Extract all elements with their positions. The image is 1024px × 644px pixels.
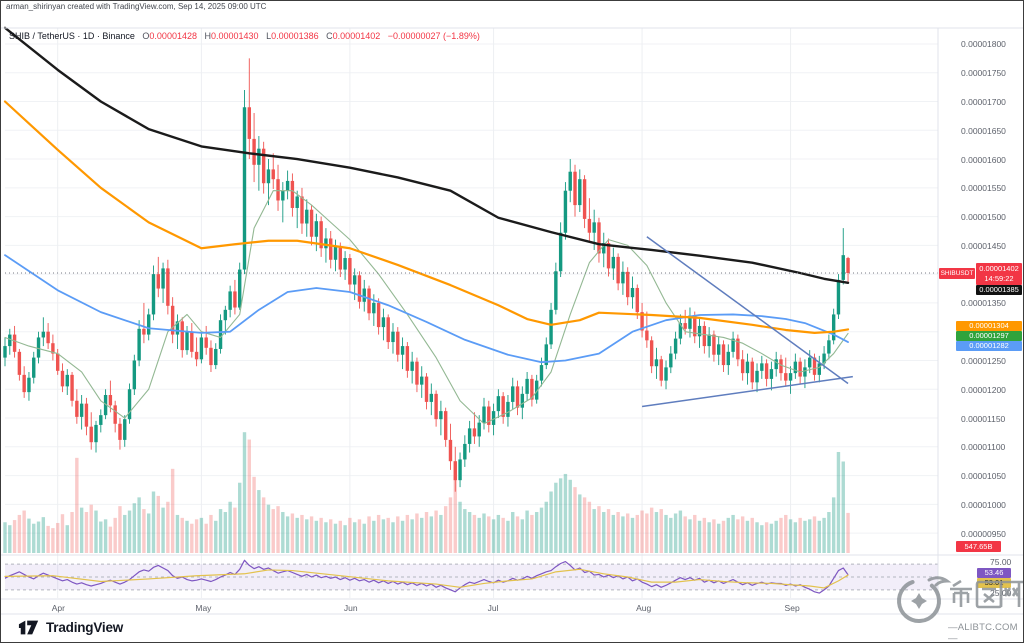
price-axis-tick: 0.00001100 [961, 442, 1006, 453]
price-axis-tick: 0.00001750 [961, 68, 1006, 79]
price-axis-tick: 0.00001550 [961, 183, 1006, 194]
tradingview-logo-text: TradingView [46, 620, 124, 635]
low-value: 0.00001386 [271, 31, 319, 41]
time-axis-month-label: May [195, 603, 212, 613]
watermark-domain-text: —ALIBTC.COM— [948, 622, 1018, 644]
trendlines[interactable] [641, 236, 853, 408]
ma-orange-value-badge: 0.00001304 [956, 321, 1022, 331]
rsi-pane [4, 559, 938, 594]
tradingview-logo-icon [18, 620, 39, 635]
time-axis-month-label: Jul [487, 603, 499, 613]
price-axis-tick: 0.00000950 [961, 528, 1006, 539]
cjk-glyph-wang [999, 580, 1023, 607]
ma-blue-value-badge: 0.00001282 [956, 341, 1022, 351]
volume-bars [3, 432, 850, 553]
price-axis-tick: 0.00001600 [961, 154, 1006, 165]
price-axis-tick: 0.00001000 [961, 499, 1006, 510]
ma-green-value-badge: 0.00001297 [956, 331, 1022, 341]
time-axis-month-label: Sep [784, 603, 800, 613]
change-value: −0.00000027 (−1.89%) [387, 31, 480, 41]
time-axis-month-label: Apr [51, 603, 65, 613]
price-axis-tick: 0.00001050 [961, 471, 1006, 482]
price-axis-tick: 0.00001150 [961, 413, 1006, 424]
high-label: H [204, 31, 212, 41]
high-value: 0.00001430 [211, 31, 259, 41]
time-axis-month-label: Jun [343, 603, 358, 613]
price-axis-tick: 0.00001250 [961, 355, 1006, 366]
ma-black-value-badge: 0.00001385 [976, 285, 1022, 295]
price-axis-tick: 0.00001500 [961, 212, 1006, 223]
last-price-badge: 0.00001402 14:59:22 [976, 263, 1022, 285]
cjk-glyph-quan [975, 580, 1003, 609]
grid-lines [5, 28, 938, 598]
attribution-text: arman_shirinyan created with TradingView… [6, 2, 267, 11]
symbol-price-tag: SHIBUSDT [939, 268, 975, 279]
price-axis-tick: 0.00001800 [961, 39, 1006, 50]
price-axis-tick: 0.00001200 [961, 384, 1006, 395]
close-value: 0.00001402 [332, 31, 381, 41]
rsi-scale-75: 75.00 [990, 557, 1012, 567]
open-value: 0.00001428 [149, 31, 197, 41]
symbol-title[interactable]: SHIB / TetherUS · 1D · Binance [9, 31, 135, 41]
close-label: C [326, 31, 333, 41]
bar-countdown: 14:59:22 [984, 274, 1014, 283]
open-label: O [142, 31, 150, 41]
price-axis-tick: 0.00001450 [961, 240, 1006, 251]
price-axis-tick: 0.00001350 [961, 298, 1006, 309]
price-axis-tick: 0.00001650 [961, 125, 1006, 136]
star-icon [911, 593, 927, 609]
tradingview-logo[interactable]: TradingView [18, 619, 123, 636]
cjk-glyph-bi [950, 579, 972, 607]
low-label: L [266, 31, 272, 41]
time-axis-month-label: Aug [636, 603, 652, 613]
pane-separators [0, 27, 1024, 615]
site-watermark-logo [897, 576, 1023, 623]
symbol-header: SHIB / TetherUS · 1D · Binance O0.000014… [9, 31, 480, 41]
rsi-value-badge: 53.46 [977, 568, 1011, 578]
last-price-value: 0.00001402 [979, 264, 1019, 273]
volume-value-badge: 547.65B [956, 541, 1001, 552]
price-axis-tick: 0.00001700 [961, 97, 1006, 107]
moving-average-lines [3, 26, 850, 425]
